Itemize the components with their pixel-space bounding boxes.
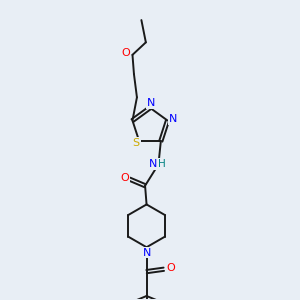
- Text: N: N: [142, 248, 151, 258]
- Text: N: N: [147, 98, 156, 108]
- Text: O: O: [120, 173, 129, 183]
- Text: O: O: [166, 263, 175, 273]
- Text: O: O: [122, 48, 130, 59]
- Text: N: N: [149, 159, 157, 169]
- Text: H: H: [158, 159, 166, 169]
- Text: N: N: [169, 114, 177, 124]
- Text: S: S: [133, 138, 140, 148]
